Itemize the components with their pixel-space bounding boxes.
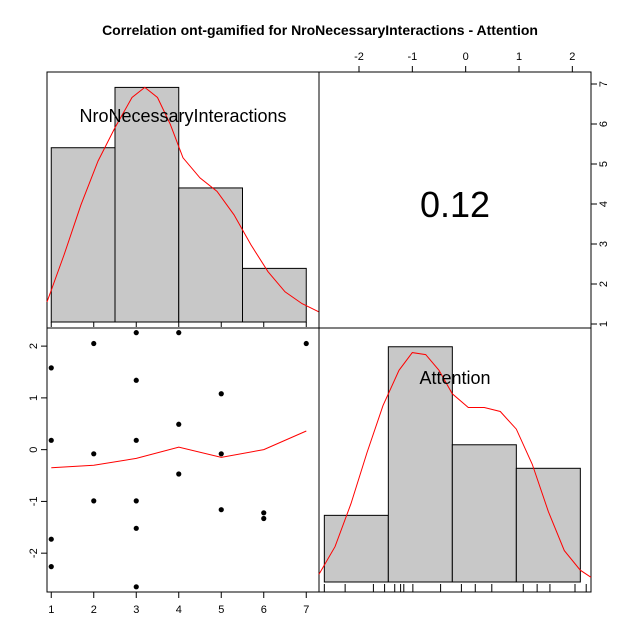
correlation-value: 0.12	[420, 184, 490, 225]
scatter-point	[303, 340, 309, 347]
axis-left-tick-label: 2	[28, 343, 40, 349]
scatter-point	[91, 498, 97, 504]
axis-right-tick-label: 2	[598, 281, 610, 287]
axis-bottom-tick-label: 7	[303, 604, 309, 616]
axis-right-tick-label: 1	[598, 321, 610, 327]
axis-bottom-tick-label: 4	[176, 604, 182, 616]
panel-hist2: Attention	[318, 327, 592, 593]
hist2-bar	[323, 514, 389, 583]
scatter-point	[91, 340, 97, 347]
scatter-smooth-line	[51, 430, 307, 469]
scatter-point	[48, 437, 54, 443]
axis-bottom-tick-label: 1	[48, 604, 54, 616]
axis-top: -2 -1 0 1 2	[354, 51, 575, 73]
scatter-point	[133, 498, 139, 504]
scatter-point	[48, 365, 54, 371]
axis-right-tick-label: 3	[598, 241, 610, 247]
hist2-bar	[451, 444, 517, 583]
axis-left-tick-label: 1	[28, 395, 40, 401]
axis-bottom-tick-label: 5	[218, 604, 224, 616]
panel-scatter-frame	[46, 327, 320, 593]
scatter-point	[218, 507, 224, 513]
axis-bottom-tick-label: 3	[133, 604, 139, 616]
scatter-point	[218, 391, 224, 397]
hist2-density-line	[318, 352, 592, 578]
axis-left-tick-label: -1	[28, 497, 40, 507]
axis-right: 1 2 3 4 5 6 7	[590, 81, 610, 327]
axis-top-tick-label: -2	[354, 51, 364, 63]
panel-scatter	[46, 327, 320, 593]
hist1-bar	[50, 147, 116, 323]
axis-right-tick-label: 6	[598, 121, 610, 127]
scatter-point	[133, 584, 139, 590]
diag-label-var2: Attention	[419, 368, 490, 388]
hist2-bar	[387, 346, 453, 583]
panel-corr: 0.12	[318, 71, 592, 329]
axis-bottom-tick-label: 6	[261, 604, 267, 616]
axis-right-tick-label: 4	[598, 201, 610, 207]
scatter-point	[218, 451, 224, 457]
axis-left-tick-label: -2	[28, 548, 40, 558]
scatter-point	[91, 451, 97, 457]
hist1-bar	[178, 187, 243, 323]
scatter-point	[133, 377, 139, 383]
axis-right-tick-label: 7	[598, 81, 610, 87]
scatter-point	[133, 330, 139, 336]
hist2-bar	[515, 467, 581, 583]
scatter-point	[133, 437, 139, 443]
scatter-point	[48, 536, 54, 542]
axis-bottom-tick-label: 2	[91, 604, 97, 616]
scatter-point	[176, 471, 182, 477]
panel-hist1: NroNecessaryInteractions	[46, 71, 320, 329]
axis-top-tick-label: 0	[463, 51, 469, 63]
chart-title: Correlation ont-gamified for NroNecessar…	[102, 22, 538, 38]
axis-left: -2 -1 0 1 2	[28, 343, 48, 558]
panel-hist2-frame	[318, 327, 592, 593]
scatter-point	[48, 564, 54, 570]
scatter-point	[176, 421, 182, 427]
scatter-point	[133, 525, 139, 531]
axis-top-tick-label: 1	[516, 51, 522, 63]
hist1-bar	[114, 86, 180, 323]
hist1-density-line	[46, 86, 320, 313]
axis-top-tick-label: 2	[569, 51, 575, 63]
scatter-point	[261, 515, 267, 522]
diag-label-var1: NroNecessaryInteractions	[79, 106, 286, 126]
scatter-point	[261, 510, 267, 516]
axis-top-tick-label: -1	[407, 51, 417, 63]
scatter-point	[176, 330, 182, 336]
axis-left-tick-label: 0	[28, 447, 40, 453]
axis-right-tick-label: 5	[598, 161, 610, 167]
hist1-bar	[242, 267, 307, 323]
axis-bottom: 1 2 3 4 5 6 7	[48, 591, 309, 616]
